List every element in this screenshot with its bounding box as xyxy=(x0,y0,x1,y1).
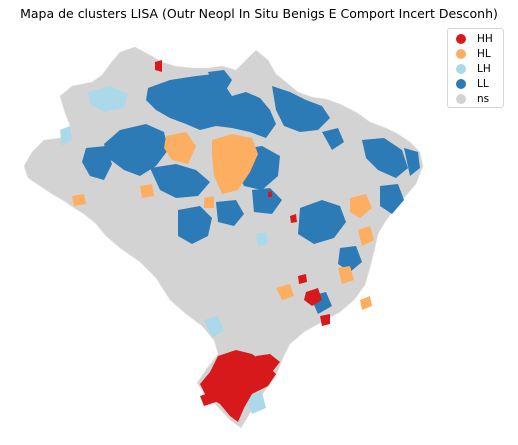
legend-item-lh: LH xyxy=(448,62,491,76)
legend-item-hl: HL xyxy=(448,47,491,61)
legend-marker xyxy=(456,49,466,59)
lh-clusters xyxy=(60,86,268,414)
legend-marker xyxy=(456,94,466,104)
legend-item-ns: ns xyxy=(448,92,489,106)
legend-label: ns xyxy=(477,93,490,105)
legend: HH HL LH LL ns xyxy=(447,28,504,108)
hh-clusters xyxy=(155,60,330,422)
legend-marker xyxy=(456,34,466,44)
legend-label: LL xyxy=(477,78,489,90)
legend-item-ll: LL xyxy=(448,77,489,91)
legend-label: HL xyxy=(477,48,491,60)
legend-marker xyxy=(456,79,466,89)
legend-label: LH xyxy=(477,63,491,75)
hl-clusters xyxy=(72,132,374,310)
map-title: Mapa de clusters LISA (Outr Neopl In Sit… xyxy=(20,6,498,21)
legend-marker xyxy=(456,64,466,74)
legend-item-hh: HH xyxy=(448,32,493,46)
ll-clusters xyxy=(82,70,420,314)
legend-label: HH xyxy=(477,33,493,45)
